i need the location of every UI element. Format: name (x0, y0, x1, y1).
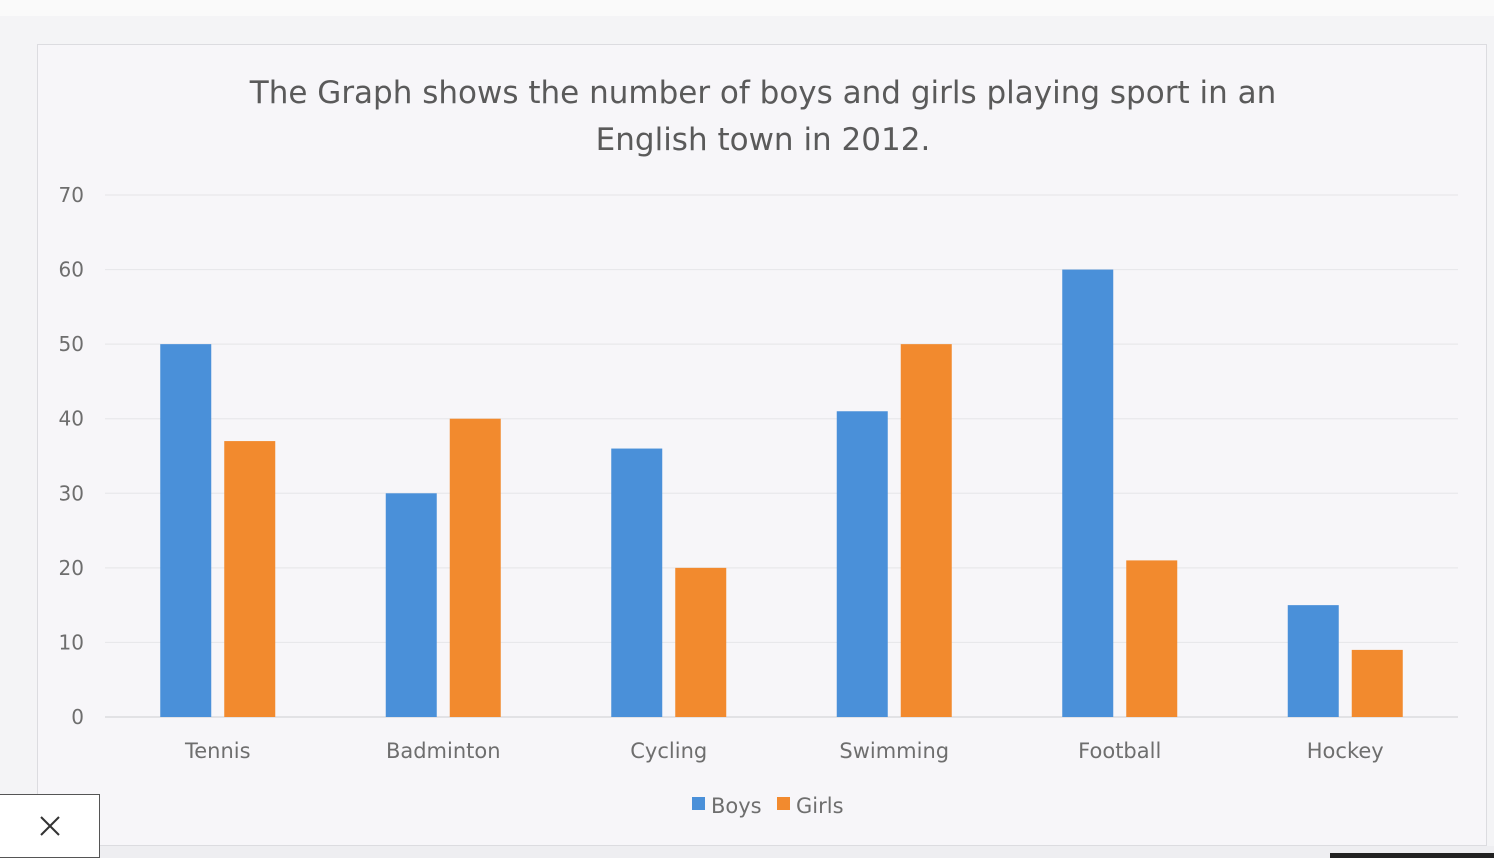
gridlines (105, 194, 1458, 718)
x-axis-labels: Tennis Badminton Cycling Swimming Football Ho… (184, 739, 1384, 763)
chart-title-line-1: The Graph shows the number of boys and g… (249, 75, 1276, 111)
bar-boys-tennis (160, 344, 212, 717)
legend: Boys Girls (692, 794, 844, 818)
bar-boys-swimming (836, 411, 888, 717)
y-tick-label: 0 (71, 705, 84, 729)
bars (160, 269, 1403, 717)
y-tick-label: 50 (59, 332, 84, 356)
x-category-label: Hockey (1307, 739, 1384, 763)
x-category-label: Swimming (839, 739, 949, 763)
bar-girls-football (1126, 560, 1178, 717)
bar-girls-tennis (224, 441, 276, 717)
chart-title-line-2: English town in 2012. (596, 122, 931, 158)
legend-label-girls: Girls (796, 794, 844, 818)
legend-swatch-girls (777, 797, 790, 810)
y-tick-label: 30 (59, 481, 84, 505)
y-tick-label: 70 (59, 183, 84, 207)
chart-title: The Graph shows the number of boys and g… (249, 75, 1276, 158)
x-category-label: Cycling (630, 739, 707, 763)
corner-bar (1330, 853, 1494, 858)
bar-girls-swimming (900, 344, 952, 717)
bar-girls-badminton (449, 418, 501, 717)
legend-swatch-boys (692, 797, 705, 810)
bar-boys-cycling (611, 448, 663, 717)
legend-label-boys: Boys (711, 794, 762, 818)
bottom-band (0, 846, 1494, 858)
bar-boys-hockey (1287, 605, 1339, 717)
x-category-label: Football (1078, 739, 1161, 763)
close-button[interactable] (0, 794, 100, 858)
y-tick-label: 10 (59, 630, 84, 654)
y-tick-label: 20 (59, 556, 84, 580)
y-tick-label: 40 (59, 407, 84, 431)
x-category-label: Tennis (184, 739, 251, 763)
bar-girls-hockey (1351, 649, 1403, 717)
chart-frame (37, 44, 1487, 846)
x-category-label: Badminton (386, 739, 501, 763)
bar-boys-badminton (385, 493, 437, 717)
y-axis-ticks: 0 10 20 30 40 50 60 70 (59, 183, 84, 729)
top-strip (0, 0, 1494, 16)
close-icon (39, 816, 60, 836)
y-tick-label: 60 (59, 258, 84, 282)
bar-boys-football (1062, 269, 1114, 717)
bar-girls-cycling (675, 567, 727, 717)
